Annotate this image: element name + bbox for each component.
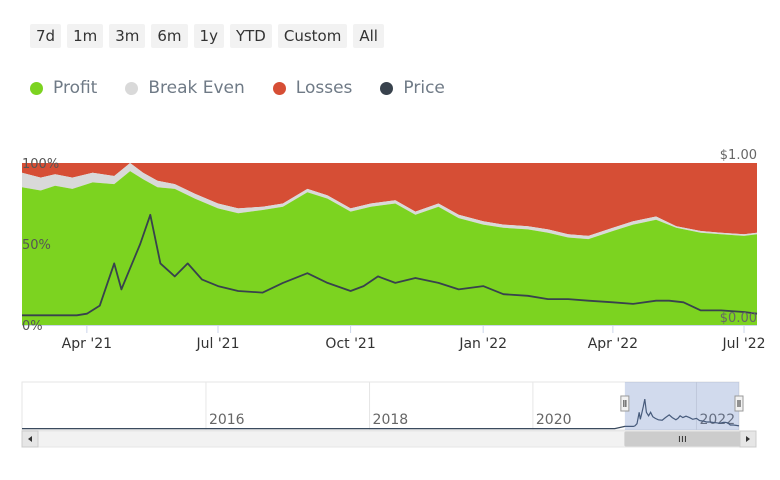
navigator-selection xyxy=(624,382,739,430)
chart-legend: Profit Break Even Losses Price xyxy=(30,78,445,98)
x-tick-label: Jul '22 xyxy=(722,336,766,352)
handle-body xyxy=(734,395,744,412)
legend-item-losses[interactable]: Losses xyxy=(272,78,353,98)
legend-label-losses: Losses xyxy=(295,78,353,98)
navigator-left-handle[interactable] xyxy=(620,395,630,412)
x-tick-label: Apr '22 xyxy=(588,336,638,352)
y-left-tick-label: 0% xyxy=(22,319,43,334)
legend-marker-price xyxy=(380,81,394,95)
legend-label-profit: Profit xyxy=(53,78,98,98)
range-button-3m[interactable]: 3m xyxy=(109,24,146,48)
legend-marker-losses xyxy=(272,81,286,95)
x-tick-label: Jul '21 xyxy=(195,336,239,352)
scrollbar-right-button[interactable] xyxy=(739,430,757,448)
profit-area xyxy=(22,171,757,325)
range-selector: 7d 1m 3m 6m 1y YTD Custom All xyxy=(30,24,384,48)
y-left-tick-label: 50% xyxy=(22,238,51,253)
x-tick-label: Jan '22 xyxy=(458,336,507,352)
navigator-right-handle[interactable] xyxy=(734,395,744,412)
navigator-price-line xyxy=(22,398,740,430)
break-even-area xyxy=(22,163,757,240)
legend-marker-profit xyxy=(30,81,43,95)
x-tick-label: Apr '21 xyxy=(62,336,112,352)
navigator-year-label: 2020 xyxy=(536,412,572,428)
legend-item-break-even[interactable]: Break Even xyxy=(125,78,245,98)
scroll-left-arrow-icon xyxy=(28,436,32,442)
y-right-tick-label: $0.00 xyxy=(720,311,757,326)
y-right-tick-label: $1.00 xyxy=(720,148,757,163)
range-button-custom[interactable]: Custom xyxy=(277,24,348,48)
navigator-frame xyxy=(21,381,740,431)
legend-label-price: Price xyxy=(403,78,445,98)
range-button-1y[interactable]: 1y xyxy=(193,24,224,48)
handle-body xyxy=(620,395,630,412)
price-line xyxy=(22,213,758,317)
legend-label-break-even: Break Even xyxy=(148,78,245,98)
navigator-year-label: 2022 xyxy=(699,412,735,428)
navigator-year-label: 2018 xyxy=(373,412,409,428)
range-button-all[interactable]: All xyxy=(353,24,384,48)
range-button-6m[interactable]: 6m xyxy=(151,24,188,48)
navigator-year-label: 2016 xyxy=(209,412,245,428)
scrollbar-thumb[interactable] xyxy=(624,431,741,447)
x-tick-label: Oct '21 xyxy=(325,336,375,352)
range-button-7d[interactable]: 7d xyxy=(30,24,62,48)
losses-area xyxy=(22,163,757,236)
scroll-right-arrow-icon xyxy=(746,436,750,442)
range-button-ytd[interactable]: YTD xyxy=(229,24,272,48)
scrollbar-left-button[interactable] xyxy=(21,430,39,448)
legend-item-profit[interactable]: Profit xyxy=(30,78,97,98)
scrollbar-track xyxy=(21,430,757,448)
range-button-1m[interactable]: 1m xyxy=(67,24,104,48)
legend-marker-break-even xyxy=(125,81,139,95)
legend-item-price[interactable]: Price xyxy=(380,78,445,98)
y-left-tick-label: 100% xyxy=(22,157,59,172)
